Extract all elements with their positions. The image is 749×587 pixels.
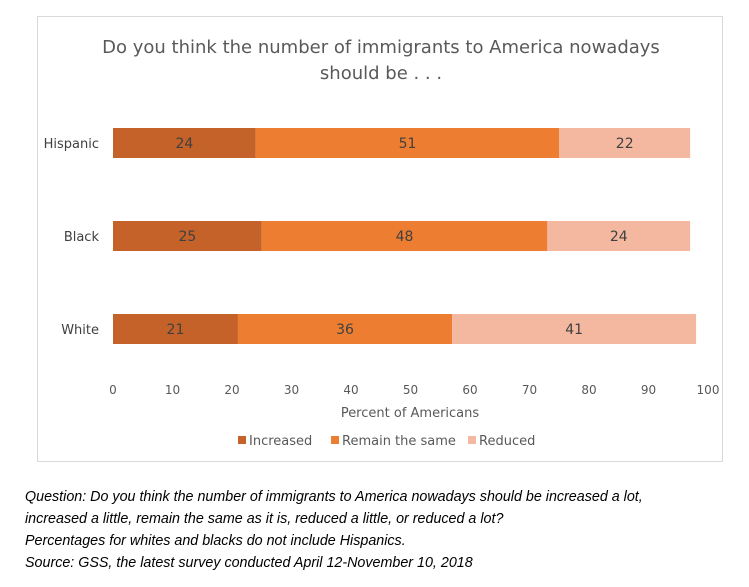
x-tick-label: 100	[697, 383, 720, 397]
footnote-line-percentages: Percentages for whites and blacks do not…	[25, 533, 406, 549]
x-tick-label: 70	[522, 383, 537, 397]
x-tick-label: 80	[581, 383, 596, 397]
data-label: 41	[565, 322, 583, 338]
x-axis: 0 10 20 30 40 50 60 70 80 90 100	[109, 383, 719, 397]
category-label: Hispanic	[44, 137, 99, 152]
x-tick-label: 40	[343, 383, 358, 397]
bar-segment	[452, 314, 697, 344]
chart-title-line-1: Do you think the number of immigrants to…	[102, 37, 660, 58]
chart-frame: Do you think the number of immigrants to…	[37, 16, 723, 462]
x-tick-label: 50	[403, 383, 418, 397]
x-tick-label: 60	[462, 383, 477, 397]
category-label: White	[61, 323, 99, 338]
bar-segment	[113, 221, 262, 251]
legend-label: Increased	[249, 434, 312, 449]
data-label: 24	[175, 136, 193, 152]
legend-swatch	[468, 436, 476, 444]
stacked-bar-chart: Do you think the number of immigrants to…	[44, 37, 720, 449]
legend-swatch	[238, 436, 246, 444]
bar-segment	[255, 128, 560, 158]
data-label: 22	[616, 136, 634, 152]
footnote-line-source: Source: GSS, the latest survey conducted…	[25, 555, 473, 571]
bar-segment	[261, 221, 548, 251]
bar-segment	[113, 128, 256, 158]
data-label: 24	[610, 229, 628, 245]
footnote-line-question: Question: Do you think the number of imm…	[25, 489, 643, 505]
legend-swatch	[331, 436, 339, 444]
data-label: 48	[396, 229, 414, 245]
bars: 24 51 22 25 48 24 21 36 41	[113, 128, 697, 344]
x-tick-label: 90	[641, 383, 656, 397]
x-tick-label: 0	[109, 383, 117, 397]
x-tick-label: 10	[165, 383, 180, 397]
data-label: 25	[178, 229, 196, 245]
chart-title-line-2: should be . . .	[320, 63, 442, 84]
footnote: Question: Do you think the number of imm…	[25, 486, 740, 574]
data-label: 36	[336, 322, 354, 338]
legend-label: Reduced	[479, 434, 535, 449]
data-label: 21	[167, 322, 185, 338]
bar-segment	[559, 128, 691, 158]
legend: Increased Remain the same Reduced	[238, 434, 535, 449]
bar-segment	[237, 314, 453, 344]
bar-segment	[547, 221, 691, 251]
x-axis-title: Percent of Americans	[341, 406, 480, 421]
footnote-line-options: increased a little, remain the same as i…	[25, 511, 504, 527]
x-tick-label: 20	[224, 383, 239, 397]
category-label: Black	[64, 230, 100, 245]
category-labels: Hispanic Black White	[44, 137, 100, 338]
data-label: 51	[399, 136, 417, 152]
x-tick-label: 30	[284, 383, 299, 397]
legend-label: Remain the same	[342, 434, 456, 449]
bar-segment	[113, 314, 238, 344]
